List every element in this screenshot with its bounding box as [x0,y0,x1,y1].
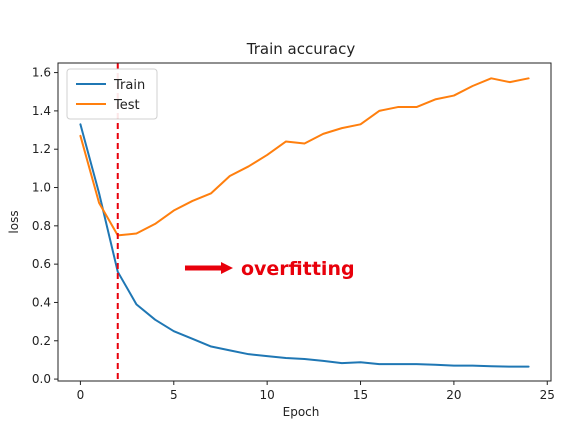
y-tick-label: 1.0 [32,181,51,195]
y-tick-label: 0.2 [32,334,51,348]
x-axis-label: Epoch [283,405,320,419]
x-tick-label: 15 [353,388,368,402]
y-tick-label: 0.0 [32,372,51,386]
x-tick-label: 25 [540,388,555,402]
y-axis-ticks: 0.0 0.2 0.4 0.6 0.8 1.0 1.2 1.4 1.6 [32,66,58,386]
series-line-test [79,77,530,237]
overfitting-arrow-head [220,261,233,274]
overfitting-label: overfitting [241,258,355,280]
legend-label-train: Train [113,78,145,93]
overfitting-annotation: overfitting [184,258,355,280]
legend: Train Test [66,68,158,120]
legend-label-test: Test [113,98,140,113]
axes-frame [57,62,552,382]
x-tick-label: 10 [260,388,275,402]
x-tick-label: 0 [77,388,85,402]
y-tick-label: 1.2 [32,142,51,156]
x-tick-label: 5 [170,388,178,402]
x-axis-ticks: 0 5 10 15 20 25 [77,381,555,402]
y-axis-label: loss [7,210,21,233]
y-tick-label: 1.4 [32,104,51,118]
y-tick-label: 0.6 [32,257,51,271]
y-tick-label: 0.4 [32,295,51,309]
series-line-train [79,123,530,368]
y-tick-label: 0.8 [32,219,51,233]
legend-box [66,68,158,120]
chart-title: Train accuracy [246,40,356,58]
x-tick-label: 20 [446,388,461,402]
y-tick-label: 1.6 [32,66,51,80]
